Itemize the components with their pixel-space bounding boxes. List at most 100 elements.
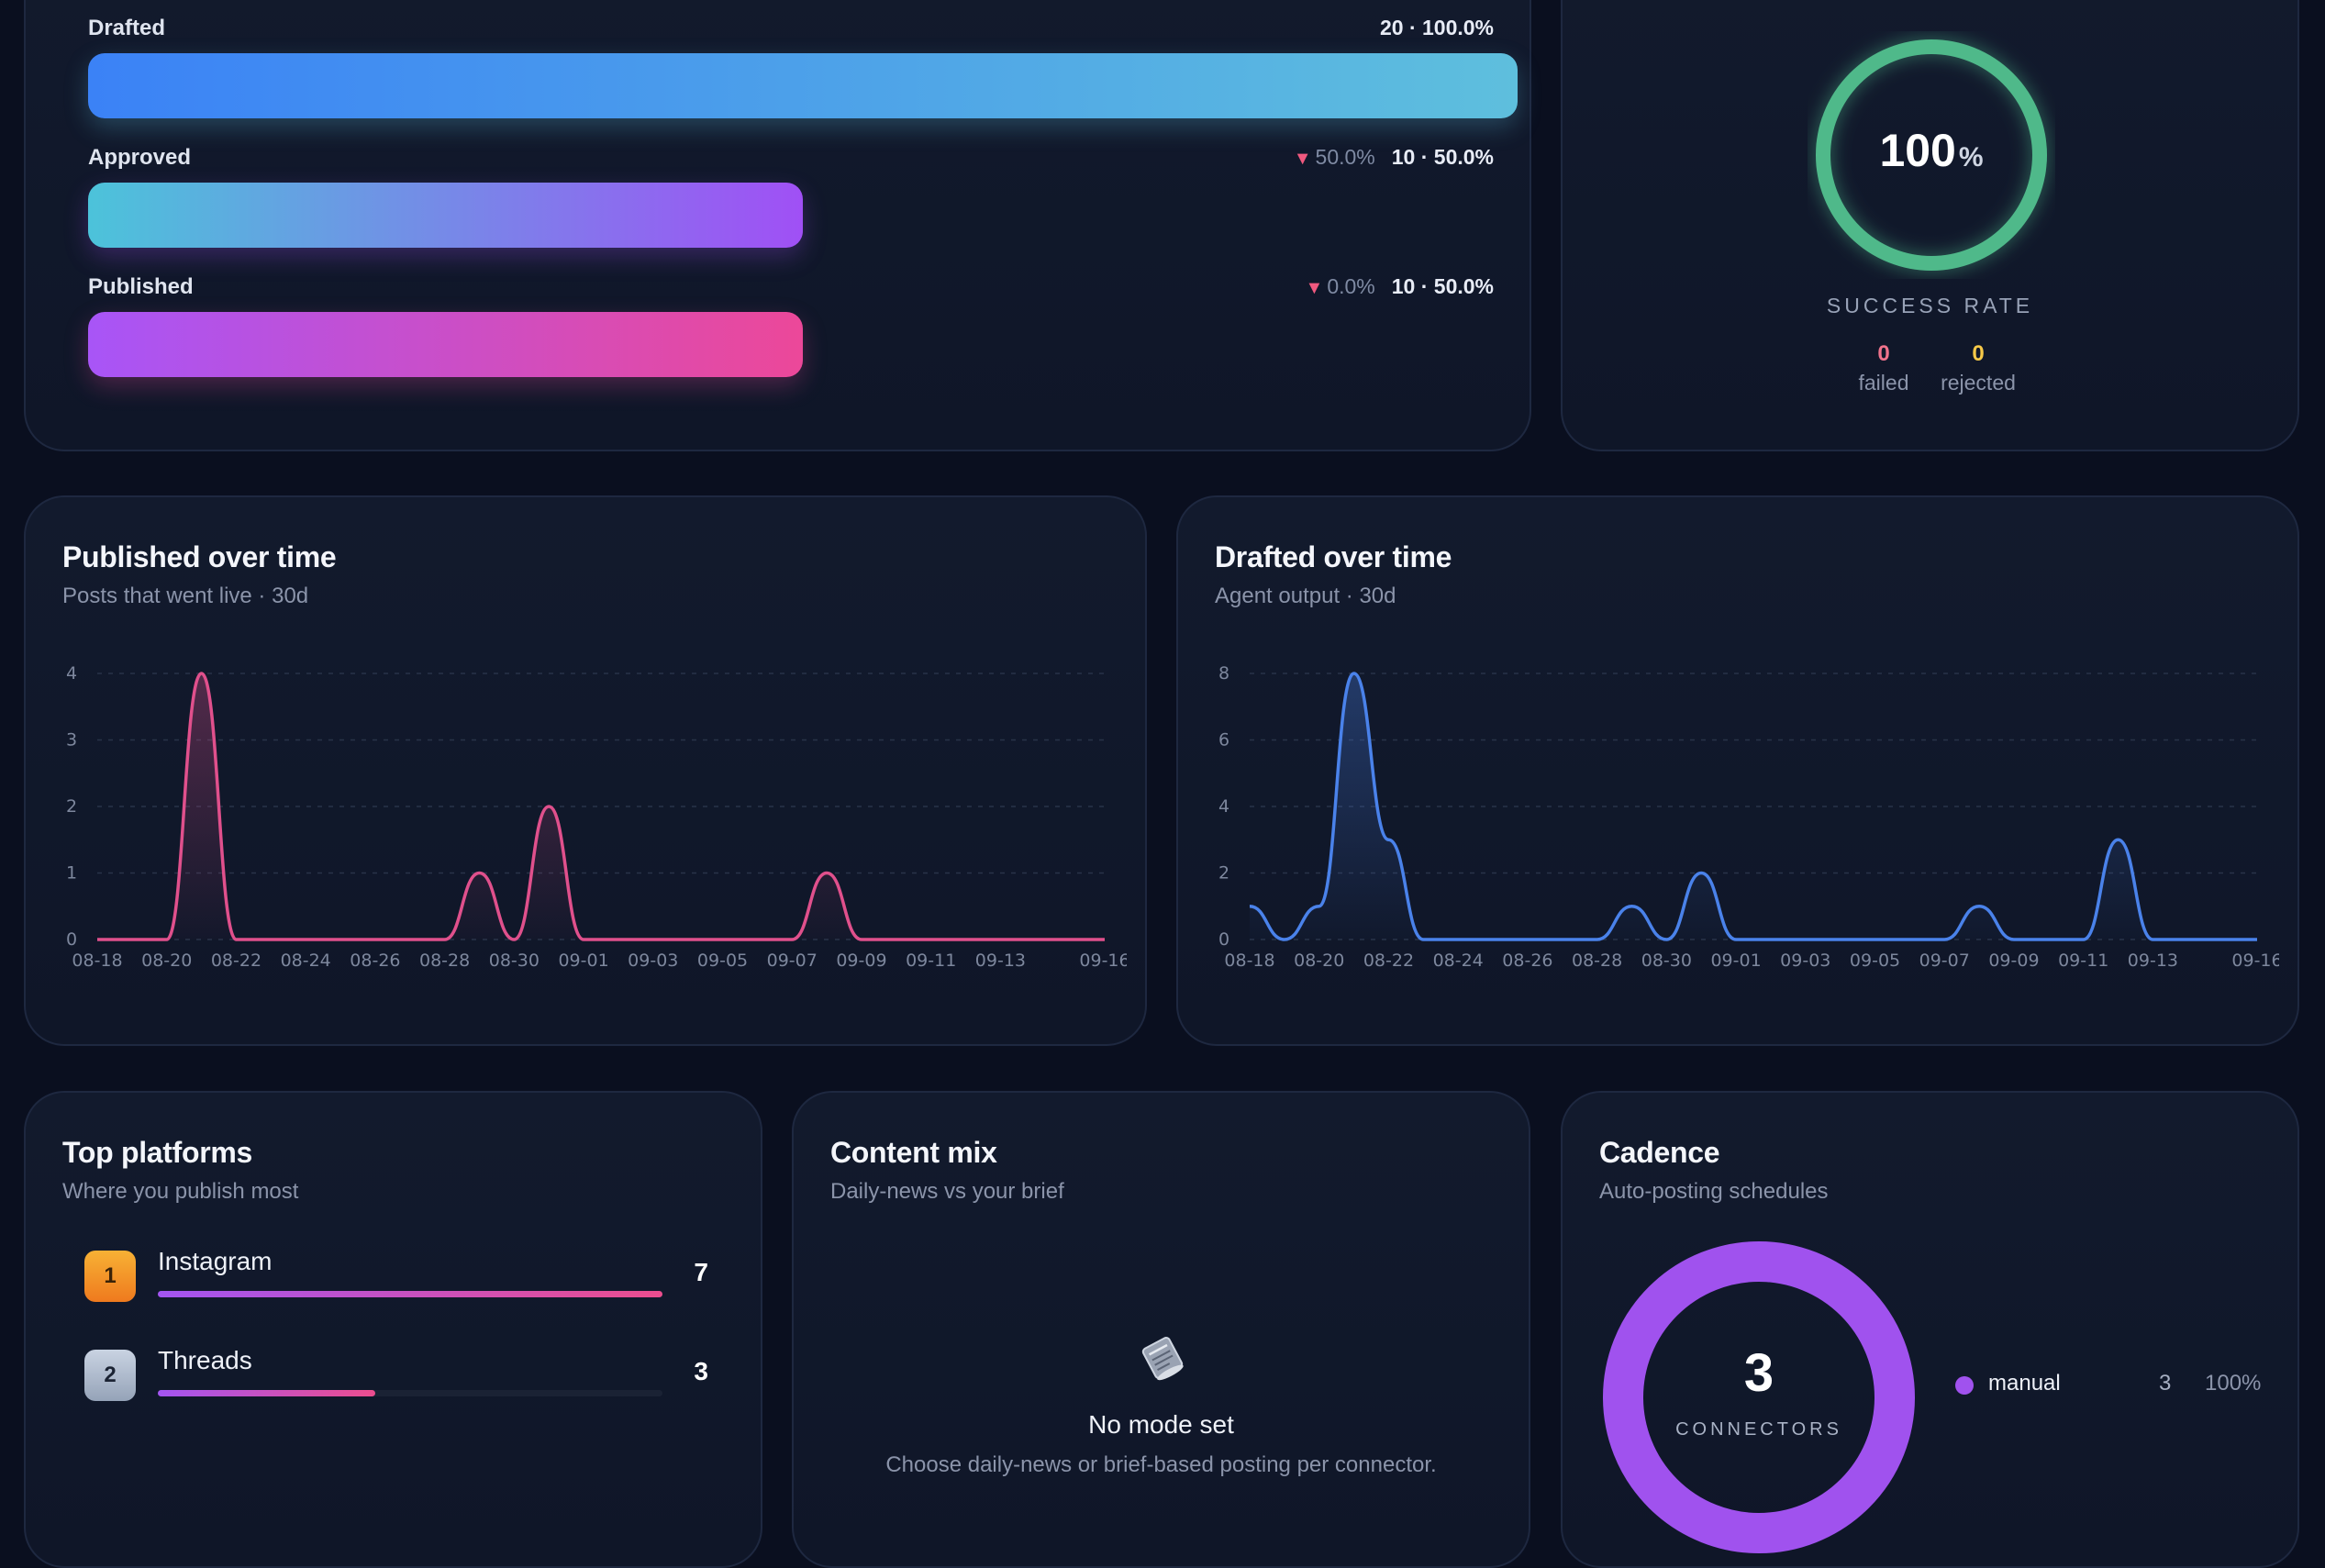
y-tick-label: 0 <box>1218 929 1229 950</box>
y-tick-label: 1 <box>66 863 77 884</box>
x-tick-label: 08-18 <box>72 951 122 971</box>
published-chart-card: Published over time Posts that went live… <box>24 495 1147 1046</box>
funnel-stage-value: ▼50.0%10 · 50.0% <box>1294 145 1494 170</box>
platform-bar-fill <box>158 1291 662 1297</box>
platform-count: 3 <box>653 1357 708 1386</box>
failed-stat: 0 failed <box>1838 341 1930 395</box>
funnel-bar-track <box>88 183 1518 248</box>
funnel-stage-value: 20 · 100.0% <box>1380 16 1494 40</box>
x-tick-label: 08-18 <box>1224 951 1274 971</box>
funnel-stage-label: Approved <box>88 145 191 171</box>
card-subtitle: Daily-news vs your brief <box>830 1179 1064 1205</box>
funnel-delta: ▼50.0% <box>1294 145 1375 169</box>
legend-count: 3 <box>2159 1371 2171 1396</box>
funnel-rows: Drafted 20 · 100.0% Approved ▼50.0%10 · … <box>26 0 1530 450</box>
down-triangle-icon: ▼ <box>1306 278 1324 298</box>
cadence-legend-item: manual 3 100% <box>1955 1368 2267 1405</box>
card-title: Content mix <box>830 1136 997 1170</box>
series-area <box>97 673 1105 940</box>
connector-total: 3 <box>1597 1342 1920 1404</box>
x-tick-label: 08-24 <box>1433 951 1484 971</box>
x-tick-label: 08-20 <box>1294 951 1344 971</box>
x-tick-label: 09-13 <box>2128 951 2178 971</box>
y-tick-label: 2 <box>66 796 77 817</box>
success-rate-card: 100% SUCCESS RATE 0 failed 0 rejected <box>1561 0 2299 451</box>
funnel-bar-published <box>88 312 803 377</box>
x-tick-label: 09-05 <box>697 951 748 971</box>
x-tick-label: 09-09 <box>1988 951 2039 971</box>
card-title: Top platforms <box>62 1136 252 1170</box>
rank-badge: 1 <box>84 1251 136 1302</box>
platform-row-threads[interactable]: 2 Threads 3 <box>26 1350 761 1423</box>
rejected-label: rejected <box>1928 371 2029 395</box>
funnel-card: Drafted 20 · 100.0% Approved ▼50.0%10 · … <box>24 0 1531 451</box>
y-tick-label: 3 <box>66 730 77 751</box>
funnel-delta: ▼0.0% <box>1306 274 1375 298</box>
platform-bar-track <box>158 1390 662 1396</box>
x-tick-label: 09-07 <box>1919 951 1970 971</box>
platform-name: Instagram <box>158 1247 273 1276</box>
success-rate-value: 100% <box>1808 124 2055 177</box>
x-tick-label: 09-11 <box>2058 951 2108 971</box>
funnel-stage-value: ▼0.0%10 · 50.0% <box>1306 274 1494 299</box>
y-tick-label: 6 <box>1218 730 1229 751</box>
funnel-stage-drafted: Drafted 20 · 100.0% <box>26 16 1494 126</box>
legend-percent: 100% <box>2205 1371 2261 1396</box>
x-tick-label: 08-20 <box>141 951 192 971</box>
success-rate-label: SUCCESS RATE <box>1563 294 2297 318</box>
empty-state-title: No mode set <box>794 1410 1529 1440</box>
x-tick-label: 09-11 <box>906 951 956 971</box>
down-triangle-icon: ▼ <box>1294 149 1312 169</box>
y-tick-label: 4 <box>66 663 77 684</box>
platform-row-instagram[interactable]: 1 Instagram 7 <box>26 1251 761 1324</box>
funnel-bar-track <box>88 312 1518 377</box>
x-tick-label: 09-13 <box>975 951 1026 971</box>
x-tick-label: 09-01 <box>558 951 608 971</box>
x-tick-label: 08-22 <box>211 951 261 971</box>
card-subtitle: Where you publish most <box>62 1179 298 1205</box>
y-tick-label: 2 <box>1218 863 1229 884</box>
funnel-bar-track <box>88 53 1518 118</box>
legend-dot <box>1955 1376 1974 1395</box>
chart-title: Drafted over time <box>1215 540 1452 574</box>
x-tick-label: 08-24 <box>281 951 331 971</box>
funnel-bar-drafted <box>88 53 1518 118</box>
x-tick-label: 09-01 <box>1710 951 1761 971</box>
series-area <box>1250 673 2257 940</box>
legend-label: manual <box>1988 1371 2061 1396</box>
platform-bar-track <box>158 1291 662 1297</box>
drafted-chart-card: Drafted over time Agent output · 30d 0 2 4… <box>1176 495 2299 1046</box>
x-tick-label: 09-07 <box>767 951 818 971</box>
content-mix-card: Content mix Daily-news vs your brief No … <box>792 1091 1530 1568</box>
funnel-stage-label: Drafted <box>88 16 165 41</box>
empty-state-text: Choose daily-news or brief-based posting… <box>794 1452 1529 1478</box>
x-tick-label: 08-28 <box>419 951 470 971</box>
x-tick-label: 09-16 <box>1079 951 1127 971</box>
x-tick-label: 08-28 <box>1572 951 1622 971</box>
x-tick-label: 09-03 <box>628 951 678 971</box>
x-tick-label: 08-26 <box>1502 951 1552 971</box>
platform-bar-fill <box>158 1390 375 1396</box>
y-tick-label: 4 <box>1218 796 1229 817</box>
platform-name: Threads <box>158 1346 252 1375</box>
card-subtitle: Auto-posting schedules <box>1599 1179 1829 1205</box>
x-tick-label: 09-09 <box>836 951 886 971</box>
failed-label: failed <box>1838 371 1930 395</box>
x-tick-label: 09-16 <box>2231 951 2279 971</box>
newspaper-icon <box>1133 1329 1192 1387</box>
funnel-stage-label: Published <box>88 274 194 300</box>
x-tick-label: 08-30 <box>489 951 540 971</box>
series-line <box>97 673 1105 940</box>
x-tick-label: 08-22 <box>1363 951 1414 971</box>
funnel-stage-approved: Approved ▼50.0%10 · 50.0% <box>26 145 1494 255</box>
card-title: Cadence <box>1599 1136 1719 1170</box>
chart-subtitle: Posts that went live · 30d <box>62 584 308 609</box>
rejected-count: 0 <box>1928 341 2029 367</box>
cadence-card: Cadence Auto-posting schedules 3 CONNECT… <box>1561 1091 2299 1568</box>
x-tick-label: 09-05 <box>1850 951 1900 971</box>
chart-subtitle: Agent output · 30d <box>1215 584 1396 609</box>
rejected-stat: 0 rejected <box>1928 341 2029 395</box>
y-tick-label: 8 <box>1218 663 1229 684</box>
